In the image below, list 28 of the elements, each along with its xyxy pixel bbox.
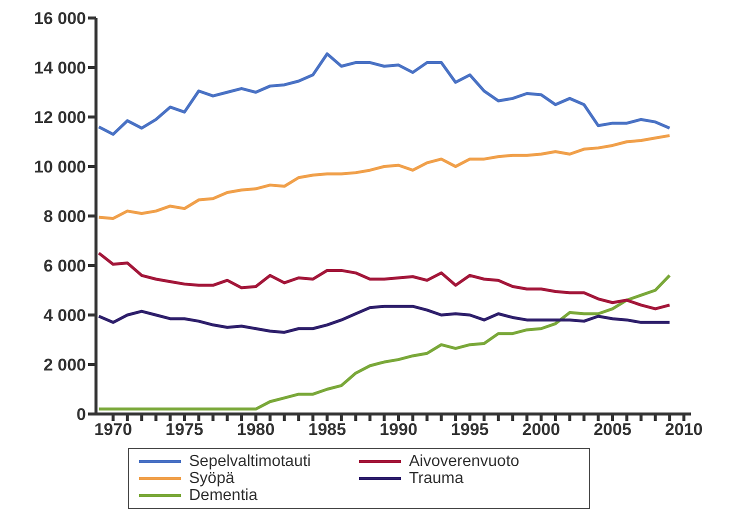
y-tick-label: 0 [76,405,86,424]
y-tick-label: 14 000 [34,58,86,78]
y-tick-label: 6 000 [43,256,86,276]
y-tick-label: 12 000 [34,108,86,128]
y-tick-label: 4 000 [43,306,86,326]
x-tick-label: 1970 [94,420,132,440]
x-tick-label: 2000 [522,420,560,440]
legend-label: Syöpä [189,470,234,487]
x-tick-label: 1980 [236,420,275,440]
y-tick-label: 2 000 [43,356,86,375]
line-series [97,274,672,411]
legend-label: Aivoverenvuoto [409,453,520,470]
x-tick-label: 2005 [594,420,632,440]
legend-label: Dementia [189,487,258,504]
x-tick-label: 1990 [380,420,418,440]
x-tick-label: 2010 [664,420,703,440]
legend-label: Sepelvaltimotauti [189,453,311,470]
line-series [97,52,672,136]
y-tick-label: 8 000 [43,207,86,226]
line-series [97,252,672,310]
y-tick-label: 16 000 [34,9,86,28]
x-tick-label: 1995 [450,420,489,440]
line-series [97,304,672,334]
line-series [97,134,672,220]
legend-label: Trauma [409,470,464,487]
x-tick-label: 1975 [166,420,204,440]
x-tick-label: 1985 [308,420,346,440]
y-tick-label: 10 000 [34,158,86,177]
